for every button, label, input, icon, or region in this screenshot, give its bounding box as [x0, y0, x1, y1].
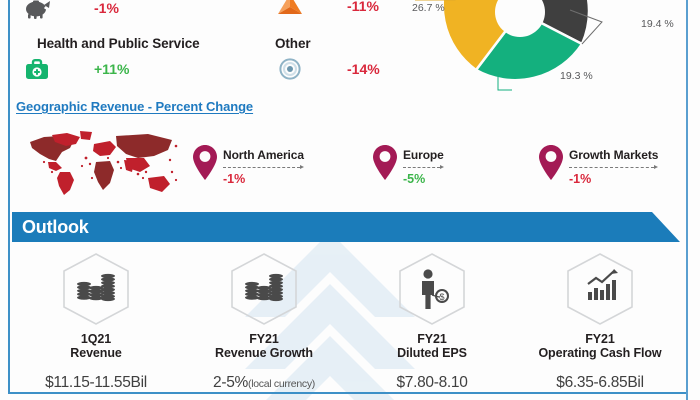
donut-label-2: 19.3 % [560, 70, 593, 82]
industry-item-3: Other -14% [275, 36, 380, 84]
industry-label-3: Other [275, 36, 311, 51]
industry-item-2: Health and Public Service [26, 36, 200, 84]
geo-region-growth-markets: Growth Markets -1% [538, 144, 658, 186]
medical-bag-icon [22, 54, 52, 84]
industry-metrics-section: -1% -11% Health and Pu [10, 0, 686, 95]
geo-connector-line [403, 163, 444, 171]
outlook-card-fy21-operating-cash-flow: FY21 Operating Cash Flow $6.35-6.85Bil [516, 252, 684, 391]
geo-region-north-america: North America -1% [192, 144, 304, 186]
target-icon [275, 54, 305, 84]
outlook-card-title-line1: FY21 [249, 332, 279, 346]
geographic-revenue-heading: Geographic Revenue - Percent Change [16, 99, 254, 114]
geo-region-europe: Europe -5% [372, 144, 444, 186]
industry-value-2: +11% [94, 61, 130, 77]
outlook-card-fy21-revenue-growth: FY21 Revenue Growth 2-5%(local currency) [180, 252, 348, 391]
industry-item-1: -11% [275, 0, 379, 21]
geo-region-name: Europe [403, 148, 444, 162]
donut-label-0: 26.7 % [412, 2, 445, 14]
industry-label-2: Health and Public Service [37, 36, 200, 51]
geo-region-value: -1% [223, 172, 246, 186]
outlook-card-value-text: $7.80-8.10 [396, 374, 468, 391]
frame-border-right [686, 0, 688, 400]
outlook-card-title-line1: 1Q21 [80, 332, 112, 346]
outlook-card-title: 1Q21 Revenue [70, 332, 122, 360]
revenue-donut-chart [415, 0, 610, 102]
donut-label-1: 19.4 % [641, 18, 674, 30]
outlook-card-value-sub: (local currency) [248, 378, 315, 390]
coin-stacks-icon [60, 252, 132, 326]
svg-text:$: $ [439, 292, 444, 302]
outlook-card-value-text: $6.35-6.85Bil [556, 374, 644, 391]
piggy-bank-icon [22, 0, 52, 23]
outlook-banner: Outlook [12, 212, 680, 242]
frame-border-bottom [8, 392, 686, 394]
geo-region-name: Growth Markets [569, 148, 659, 162]
outlook-card-value: $6.35-6.85Bil [556, 374, 644, 392]
industry-value-3: -14% [347, 61, 380, 77]
outlook-card-value: $7.80-8.10 [396, 374, 467, 392]
outlook-card-title: FY21 Revenue Growth [215, 332, 313, 360]
coin-stacks-icon [228, 252, 300, 326]
outlook-card-value: 2-5%(local currency) [213, 374, 315, 392]
outlook-card-title-line1: FY21 [417, 332, 447, 346]
geo-region-value: -5% [403, 172, 426, 186]
outlook-card-title-line2: Operating Cash Flow [538, 346, 662, 360]
outlook-card-title-line2: Revenue Growth [215, 346, 313, 360]
geo-connector-line [569, 163, 659, 171]
outlook-card-title-line1: FY21 [585, 332, 615, 346]
orange-arrow-icon [275, 0, 305, 21]
world-map-icon [22, 128, 187, 198]
outlook-card-title: FY21 Operating Cash Flow [538, 332, 661, 360]
map-pin-icon [372, 144, 398, 182]
outlook-card-value-text: 2-5% [213, 374, 248, 391]
frame-border-left [8, 0, 10, 394]
person-dollar-icon: $ [396, 252, 468, 326]
outlook-card-title-line2: Revenue [70, 346, 122, 360]
map-pin-icon [538, 144, 564, 182]
map-pin-icon [192, 144, 218, 182]
growth-chart-icon [564, 252, 636, 326]
industry-value-0: -1% [94, 0, 119, 16]
industry-value-1: -11% [347, 0, 379, 14]
outlook-card-value-text: $11.15-11.55Bil [45, 374, 147, 391]
outlook-banner-label: Outlook [22, 217, 89, 237]
geo-region-name: North America [223, 148, 304, 162]
outlook-cards: 1Q21 Revenue $11.15-11.55Bil [12, 252, 684, 391]
geo-connector-line [223, 163, 304, 171]
industry-item-0: -1% [22, 0, 119, 23]
outlook-card-fy21-diluted-eps: $ FY21 Diluted EPS $7.80-8.10 [348, 252, 516, 391]
outlook-card-1q21-revenue: 1Q21 Revenue $11.15-11.55Bil [12, 252, 180, 391]
outlook-card-title: FY21 Diluted EPS [397, 332, 467, 360]
outlook-card-title-line2: Diluted EPS [397, 346, 467, 360]
geo-region-value: -1% [569, 172, 592, 186]
outlook-card-value: $11.15-11.55Bil [45, 374, 147, 392]
